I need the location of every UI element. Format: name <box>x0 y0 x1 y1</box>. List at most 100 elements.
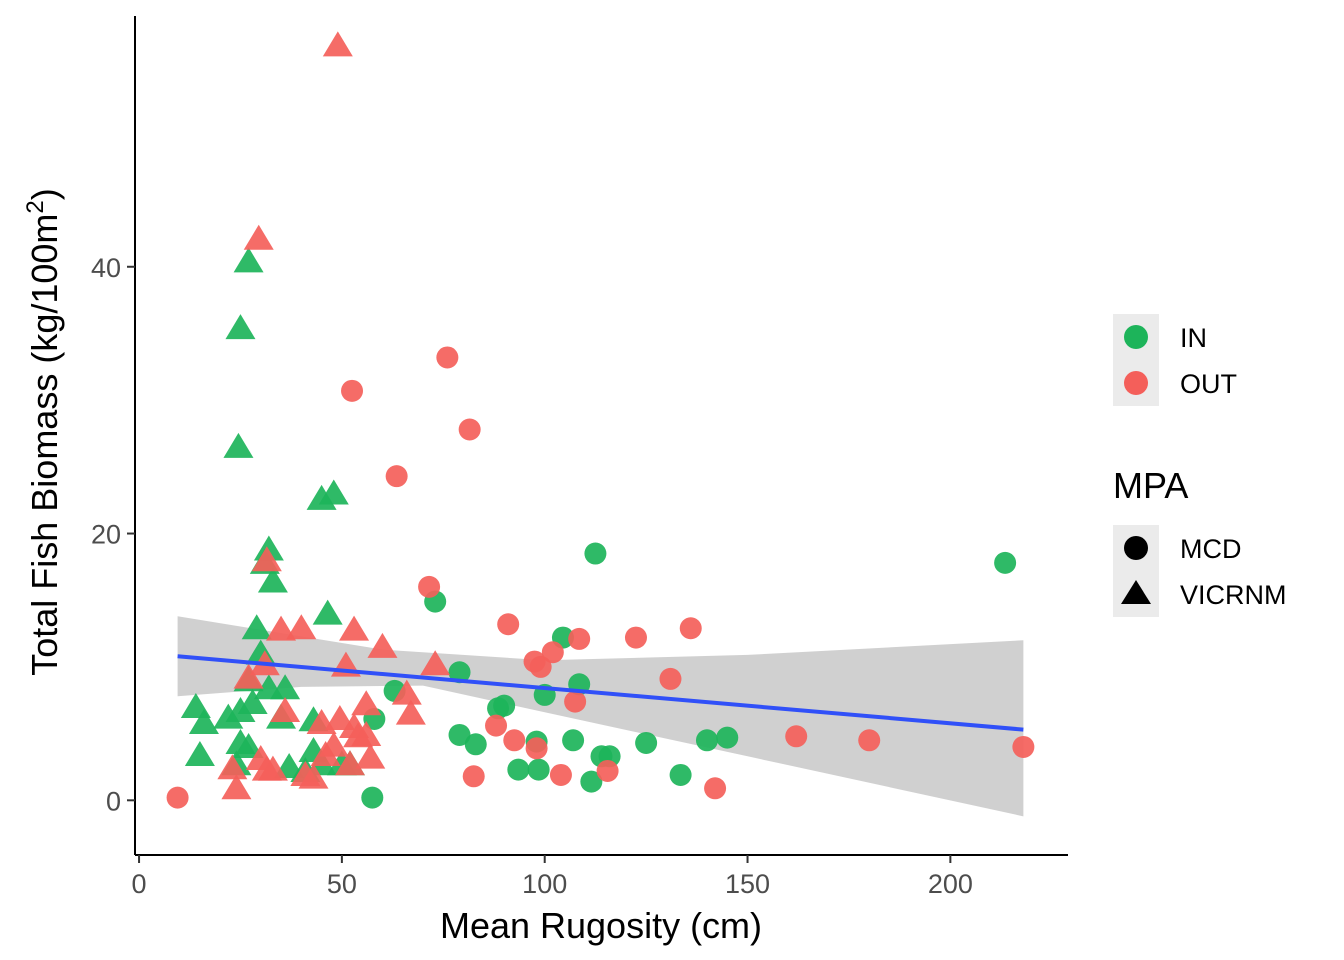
data-point-out-circle <box>858 729 881 752</box>
data-points-layer <box>166 31 1035 809</box>
data-point-in-circle <box>695 729 718 752</box>
legend-shape: MPA MCD VICRNM <box>1113 465 1287 617</box>
data-point-in-triangle <box>257 567 288 593</box>
data-point-out-triangle <box>286 614 317 640</box>
data-point-in-triangle <box>223 432 254 458</box>
data-point-out-circle <box>679 617 702 640</box>
data-point-out-circle <box>458 418 481 441</box>
data-point-in-triangle <box>312 599 343 625</box>
data-point-out-circle <box>704 777 727 800</box>
data-point-out-triangle <box>270 696 301 722</box>
data-point-in-circle <box>493 694 516 717</box>
legend-key-mcd <box>1124 536 1148 560</box>
data-point-in-triangle <box>233 247 264 273</box>
data-point-out-triangle <box>221 774 252 800</box>
legend-key-out <box>1124 371 1148 395</box>
data-point-out-triangle <box>217 754 248 780</box>
x-tick-label: 200 <box>928 869 973 899</box>
data-point-out-circle <box>418 575 441 598</box>
y-tick-label: 0 <box>106 786 121 816</box>
data-point-in-triangle <box>184 740 215 766</box>
data-point-in-triangle <box>253 535 284 561</box>
data-point-out-circle <box>525 737 548 760</box>
data-point-out-triangle <box>351 720 382 746</box>
data-point-in-circle <box>584 542 607 565</box>
data-point-out-circle <box>541 641 564 664</box>
data-point-out-triangle <box>310 740 341 766</box>
data-point-out-triangle <box>334 750 365 776</box>
data-point-out-triangle <box>243 224 274 250</box>
data-point-in-circle <box>635 731 658 754</box>
data-point-out-circle <box>503 729 526 752</box>
x-axis-title: Mean Rugosity (cm) <box>440 905 762 946</box>
data-point-in-triangle <box>213 703 244 729</box>
data-point-out-circle <box>549 763 572 786</box>
trend-line <box>177 654 1024 732</box>
data-point-in-triangle <box>188 708 219 734</box>
data-point-out-triangle <box>395 699 426 725</box>
data-point-in-circle <box>464 733 487 756</box>
data-point-in-circle <box>994 551 1017 574</box>
data-point-in-triangle <box>270 674 301 700</box>
data-point-out-circle <box>1012 735 1035 758</box>
data-point-in-triangle <box>233 732 264 758</box>
data-point-out-triangle <box>420 650 451 676</box>
legend-label-mcd: MCD <box>1180 534 1242 564</box>
data-point-out-triangle <box>367 632 398 658</box>
data-point-out-circle <box>166 786 189 809</box>
y-axis-title: Total Fish Biomass (kg/100m2) <box>22 188 65 676</box>
data-point-out-circle <box>341 379 364 402</box>
legend-label-in: IN <box>1180 323 1207 353</box>
ticks-layer: 0 50 100 150 200 0 20 40 <box>91 253 973 899</box>
data-point-out-triangle <box>324 704 355 730</box>
data-point-in-circle <box>361 786 384 809</box>
data-point-out-triangle <box>355 743 386 769</box>
data-point-out-circle <box>624 626 647 649</box>
x-tick-label: 150 <box>725 869 770 899</box>
confidence-ribbon <box>177 616 1024 817</box>
data-point-out-triangle <box>298 763 329 789</box>
data-point-in-triangle <box>318 479 349 505</box>
data-point-out-triangle <box>233 663 264 689</box>
y-axis-title-end: ) <box>24 188 65 200</box>
data-point-out-triangle <box>339 615 370 641</box>
data-point-out-triangle <box>266 615 297 641</box>
x-tick-label: 0 <box>132 869 147 899</box>
confidence-ribbon-layer <box>177 616 1024 817</box>
data-point-out-circle <box>385 465 408 488</box>
data-point-out-triangle <box>251 755 282 781</box>
data-point-in-circle <box>527 758 550 781</box>
data-point-in-triangle <box>241 614 272 640</box>
data-point-in-circle <box>562 729 585 752</box>
data-point-in-triangle <box>225 314 256 340</box>
legend-colour: IN OUT <box>1113 314 1237 406</box>
trend-line-layer <box>177 654 1024 732</box>
legend-label-vicrnm: VICRNM <box>1180 580 1287 610</box>
data-point-in-circle <box>716 726 739 749</box>
y-axis-title-superscript: 2 <box>22 200 49 213</box>
data-point-out-circle <box>785 725 808 748</box>
data-point-out-circle <box>485 714 508 737</box>
data-point-in-circle <box>580 770 603 793</box>
legend-label-out: OUT <box>1180 369 1237 399</box>
data-point-in-circle <box>669 763 692 786</box>
y-tick-label: 40 <box>91 253 121 283</box>
data-point-in-circle <box>448 661 471 684</box>
x-tick-label: 100 <box>522 869 567 899</box>
x-tick-label: 50 <box>327 869 357 899</box>
data-point-out-triangle <box>351 690 382 716</box>
y-axis-title-main: Total Fish Biomass (kg/100m <box>24 214 65 676</box>
data-point-out-circle <box>436 346 459 369</box>
data-point-out-circle <box>564 690 587 713</box>
data-point-out-circle <box>497 613 520 636</box>
data-point-in-circle <box>448 723 471 746</box>
data-point-out-circle <box>596 759 619 782</box>
data-point-out-circle <box>462 765 485 788</box>
data-point-out-triangle <box>391 679 422 705</box>
data-point-in-circle <box>507 758 530 781</box>
legend-key-in <box>1124 325 1148 349</box>
legend-title-mpa: MPA <box>1113 465 1188 506</box>
axes-layer <box>134 16 1068 856</box>
data-point-out-circle <box>659 667 682 690</box>
